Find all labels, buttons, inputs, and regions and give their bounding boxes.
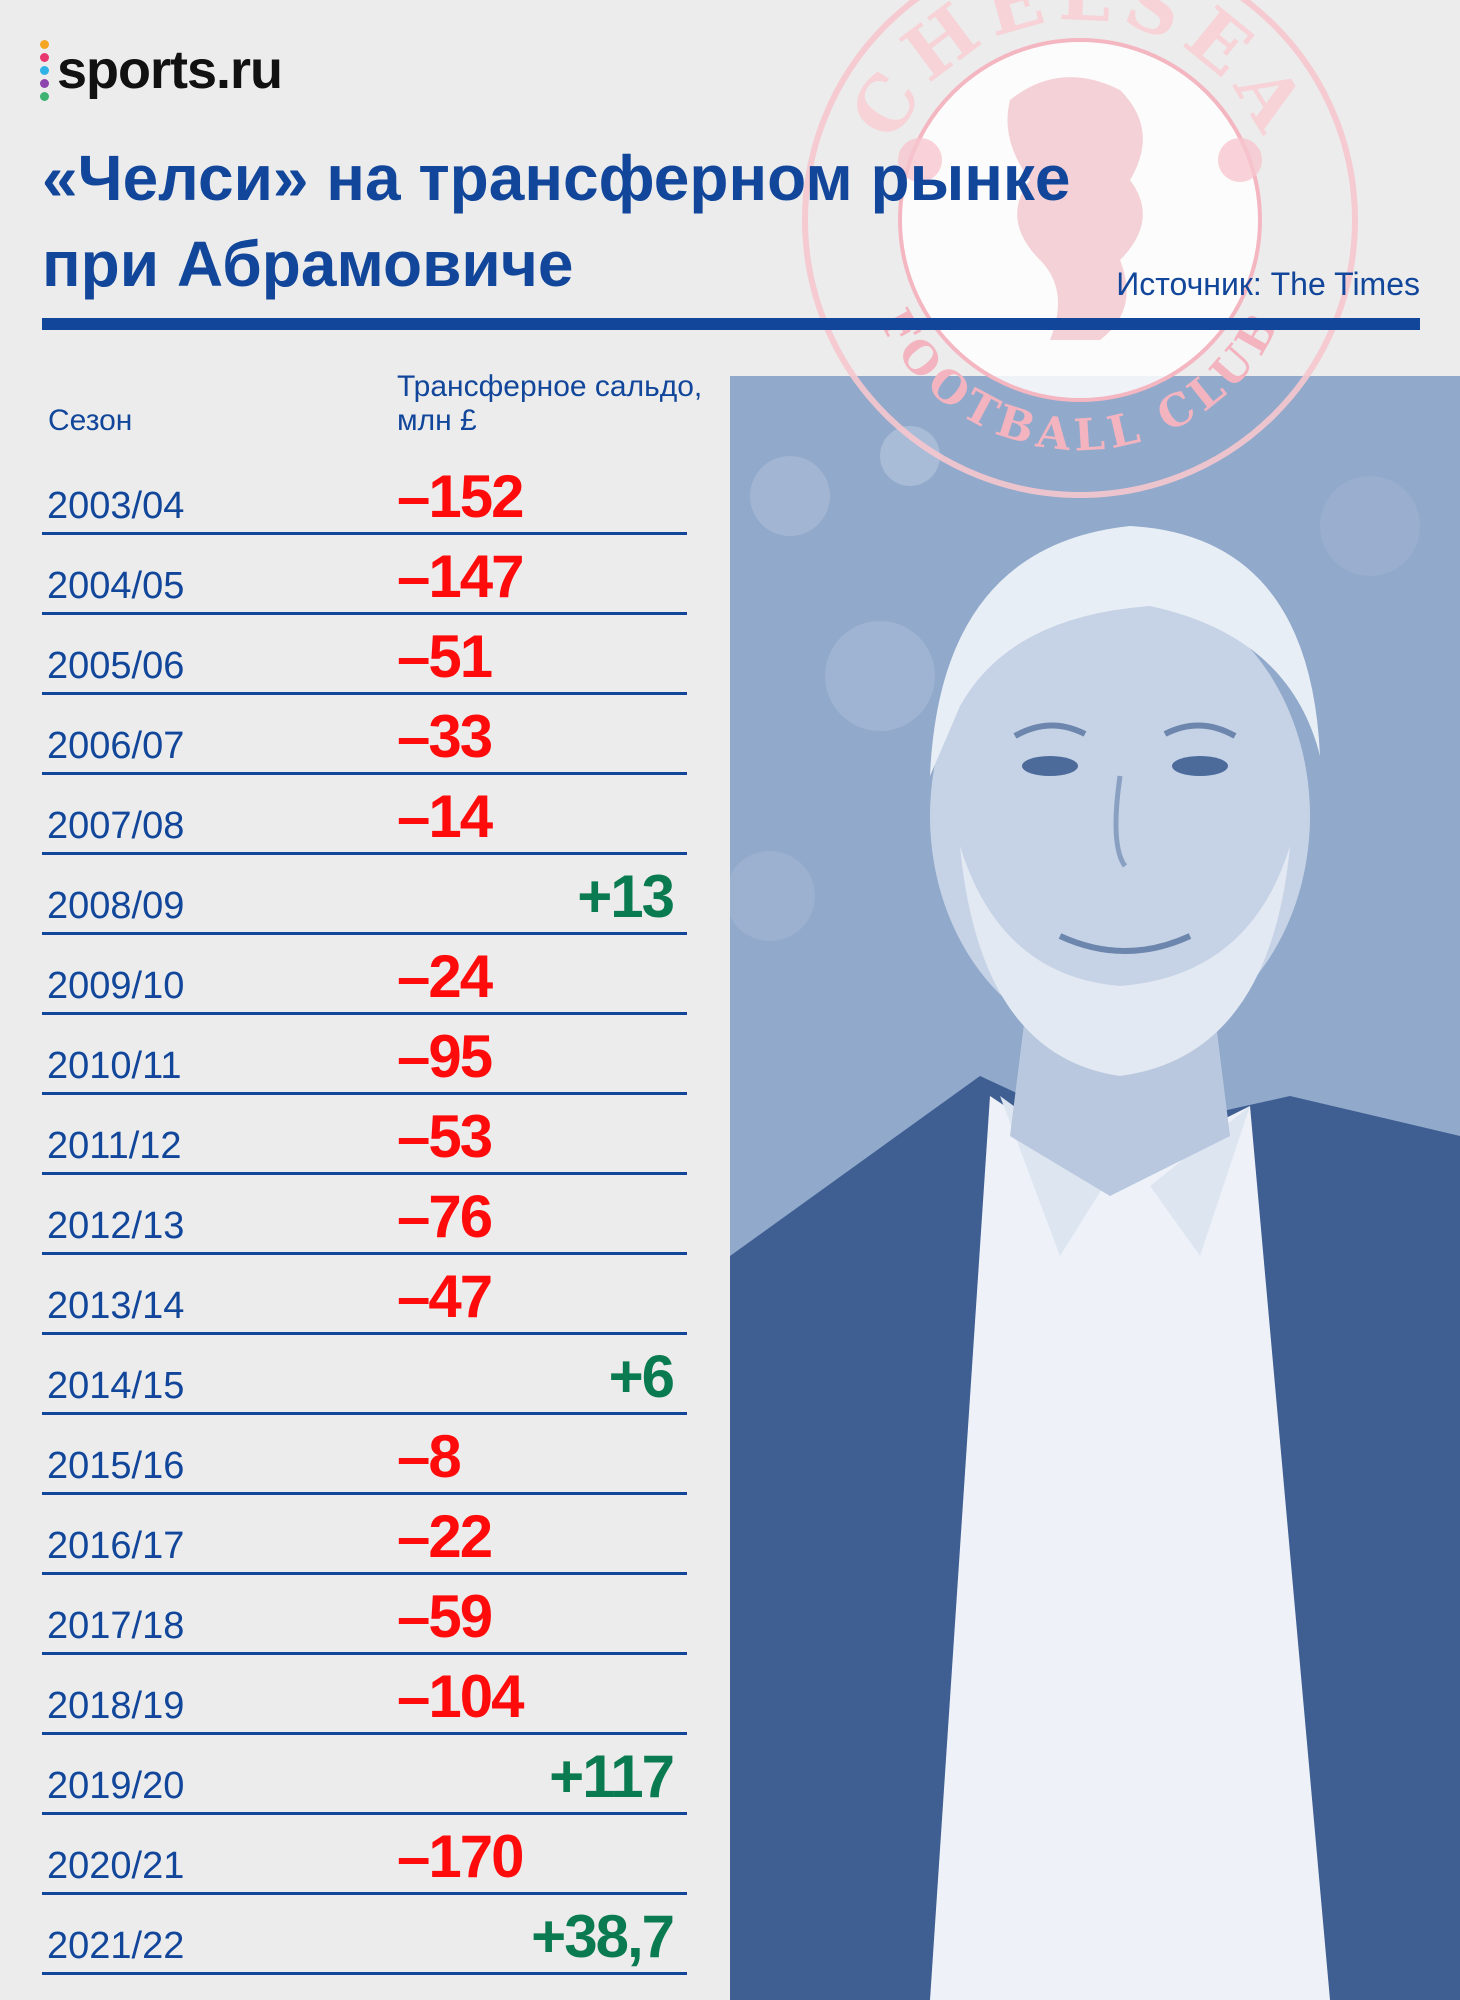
season-cell: 2015/16 — [47, 1445, 185, 1487]
table-row: 2010/11 –95 — [42, 1015, 687, 1095]
table-row: 2011/12 –53 — [42, 1095, 687, 1175]
column-header-value: Трансферное сальдо, млн £ — [397, 370, 702, 438]
negative-balance-value: –170 — [397, 1823, 524, 1890]
logo-text: sports.ru — [57, 40, 283, 100]
season-cell: 2008/09 — [47, 885, 185, 927]
positive-balance-value: +6 — [608, 1343, 675, 1410]
season-cell: 2010/11 — [47, 1045, 182, 1087]
negative-balance-value: –147 — [397, 543, 524, 610]
table-row: 2016/17 –22 — [42, 1495, 687, 1575]
season-cell: 2007/08 — [47, 805, 185, 847]
season-cell: 2004/05 — [47, 565, 185, 607]
table-row: 2004/05 –147 — [42, 535, 687, 615]
table-row: 2012/13 –76 — [42, 1175, 687, 1255]
table-row: 2003/04 –152 — [42, 455, 687, 535]
negative-balance-value: –22 — [397, 1503, 493, 1570]
season-cell: 2009/10 — [47, 965, 185, 1007]
negative-balance-value: –104 — [397, 1663, 524, 1730]
season-cell: 2011/12 — [47, 1125, 182, 1167]
transfer-balance-table: 2003/04 –152 2004/05 –147 2005/06 –51 2006/07 –… — [42, 455, 687, 1975]
table-row: 2009/10 –24 — [42, 935, 687, 1015]
positive-balance-value: +38,7 — [531, 1903, 675, 1970]
table-row: 2013/14 –47 — [42, 1255, 687, 1335]
negative-balance-value: –76 — [397, 1183, 493, 1250]
logo-dot-icon — [40, 91, 49, 101]
table-row: 2021/22 +38,7 — [42, 1895, 687, 1975]
season-cell: 2020/21 — [47, 1845, 185, 1887]
source-note: Источник: The Times — [1116, 266, 1420, 302]
sports-ru-logo[interactable]: sports.ru — [40, 38, 283, 102]
season-cell: 2019/20 — [47, 1765, 185, 1807]
negative-balance-value: –95 — [397, 1023, 493, 1090]
negative-balance-value: –59 — [397, 1583, 493, 1650]
season-cell: 2013/14 — [47, 1285, 185, 1327]
table-row: 2020/21 –170 — [42, 1815, 687, 1895]
positive-balance-value: +117 — [549, 1743, 675, 1810]
page-title: «Челси» на трансферном рынке при Абрамов… — [42, 135, 1142, 307]
chelsea-crest-logo: CHELSEA FOOTBALL CLUB — [802, 0, 1358, 498]
negative-balance-value: –24 — [397, 943, 493, 1010]
season-cell: 2017/18 — [47, 1605, 185, 1647]
negative-balance-value: –14 — [397, 783, 493, 850]
negative-balance-value: –152 — [397, 463, 524, 530]
logo-dots-icon — [40, 39, 49, 101]
table-row: 2005/06 –51 — [42, 615, 687, 695]
table-row: 2007/08 –14 — [42, 775, 687, 855]
logo-dot-icon — [40, 39, 49, 49]
table-row: 2018/19 –104 — [42, 1655, 687, 1735]
season-cell: 2016/17 — [47, 1525, 185, 1567]
table-row: 2008/09 +13 — [42, 855, 687, 935]
title-line-2: при Абрамовиче — [42, 228, 574, 300]
column-header-value-line1: Трансферное сальдо, — [397, 370, 703, 403]
season-cell: 2006/07 — [47, 725, 185, 767]
table-row: 2015/16 –8 — [42, 1415, 687, 1495]
season-cell: 2014/15 — [47, 1365, 185, 1407]
season-cell: 2005/06 — [47, 645, 185, 687]
table-row: 2014/15 +6 — [42, 1335, 687, 1415]
negative-balance-value: –53 — [397, 1103, 493, 1170]
table-row: 2006/07 –33 — [42, 695, 687, 775]
negative-balance-value: –51 — [397, 623, 493, 690]
column-header-season: Сезон — [48, 404, 133, 437]
negative-balance-value: –47 — [397, 1263, 493, 1330]
negative-balance-value: –8 — [397, 1423, 462, 1490]
season-cell: 2018/19 — [47, 1685, 185, 1727]
logo-dot-icon — [40, 65, 49, 75]
season-cell: 2012/13 — [47, 1205, 185, 1247]
title-divider — [42, 318, 1420, 330]
logo-dot-icon — [40, 52, 49, 62]
title-line-1: «Челси» на трансферном рынке — [42, 142, 1071, 214]
portrait-photo — [730, 376, 1460, 2000]
table-row: 2017/18 –59 — [42, 1575, 687, 1655]
logo-dot-icon — [40, 78, 49, 88]
negative-balance-value: –33 — [397, 703, 493, 770]
season-cell: 2003/04 — [47, 485, 185, 527]
season-cell: 2021/22 — [47, 1925, 185, 1967]
positive-balance-value: +13 — [577, 863, 675, 930]
column-header-value-line2: млн £ — [397, 404, 477, 437]
table-row: 2019/20 +117 — [42, 1735, 687, 1815]
